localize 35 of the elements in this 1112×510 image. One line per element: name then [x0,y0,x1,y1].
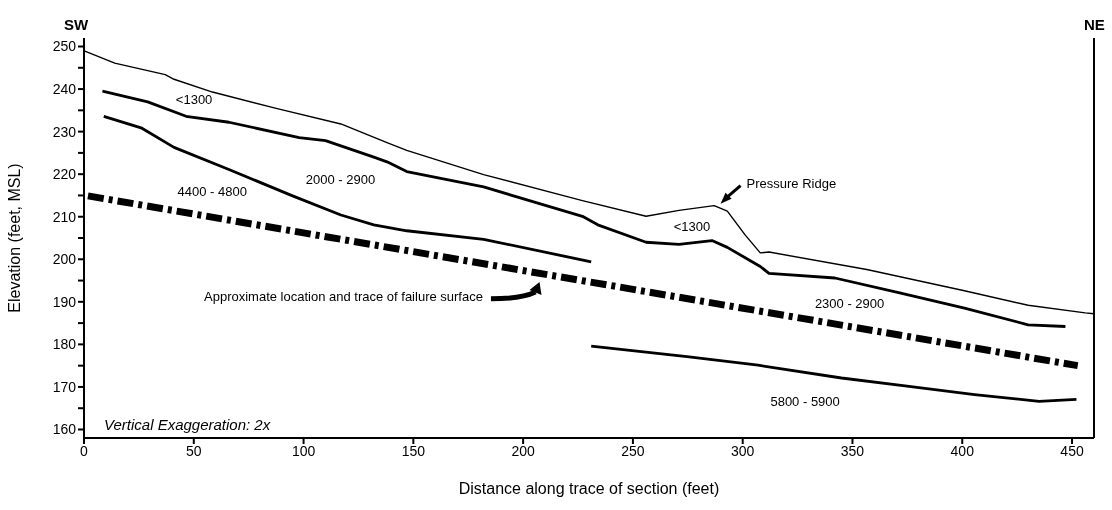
annotation: Vertical Exaggeration: 2x [104,415,271,433]
y-axis-title: Elevation (feet, MSL) [5,163,23,313]
y-tick-label: 170 [52,378,77,395]
line-series [102,114,593,264]
x-tick-label: 350 [840,442,865,459]
text: NE [1084,15,1105,33]
x-tick-label: 150 [401,442,426,459]
annotation: Pressure Ridge [746,175,837,191]
annotation: 5800 - 5900 [770,394,840,410]
x-tick-label: 0 [80,442,89,459]
y-tick-label: 160 [52,421,77,438]
annotation: 2000 - 2900 [305,171,376,187]
y-tick-label: 230 [52,123,77,140]
y-tick-label: 250 [52,38,77,55]
y-tick-label: 220 [52,166,77,183]
annotation: 2300 - 2900 [814,295,885,311]
y-tick-label: 190 [52,293,77,310]
text: SW [64,15,89,33]
line-series [101,89,1067,328]
x-tick-label: 250 [621,442,645,459]
annotation: Approximate location and trace of failure surface [204,289,483,305]
annotation: 4400 - 4800 [177,183,247,199]
x-tick-label: 100 [291,442,316,459]
x-tick-label: 200 [511,442,536,459]
y-tick-label: 210 [52,208,77,225]
y-tick-label: 200 [52,251,77,268]
y-tick-label: 180 [52,336,77,353]
annotation: <1300 [673,219,711,235]
y-tick-label: 240 [52,81,77,98]
x-tick-label: 450 [1060,442,1084,459]
annotation: <1300 [175,92,213,108]
x-tick-label: 300 [731,442,755,459]
x-tick-label: 50 [185,442,202,459]
x-axis-title: Distance along trace of section (feet) [458,480,720,497]
x-tick-label: 400 [950,442,975,459]
